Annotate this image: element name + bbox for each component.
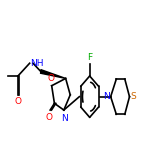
Text: O: O (46, 113, 53, 122)
Text: F: F (87, 53, 92, 62)
Text: O: O (47, 74, 54, 83)
Text: N: N (61, 114, 67, 123)
Text: O: O (14, 97, 21, 106)
Text: S: S (130, 92, 136, 101)
Polygon shape (41, 70, 66, 78)
Text: NH: NH (30, 59, 44, 68)
Text: N: N (103, 92, 109, 101)
